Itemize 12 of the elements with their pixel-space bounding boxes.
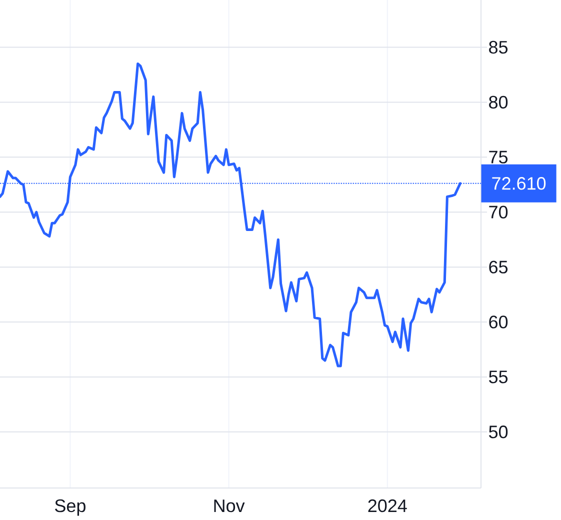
y-tick-label: 55 [488,370,508,384]
y-tick-label: 50 [488,426,508,438]
x-tick-label: Nov [214,500,245,512]
y-tick-label: 70 [489,206,508,218]
y-tick-label: 80 [489,96,508,109]
y-tick-label: 85 [489,40,508,54]
y-tick-label: 60 [489,316,508,328]
x-tick-label: Sep [55,499,86,516]
ref-line-label: 72.610 [492,177,546,190]
x-tick-label: 2024 [368,499,407,512]
y-tick-label: 65 [489,260,508,274]
y-tick-label: 75 [489,150,508,164]
